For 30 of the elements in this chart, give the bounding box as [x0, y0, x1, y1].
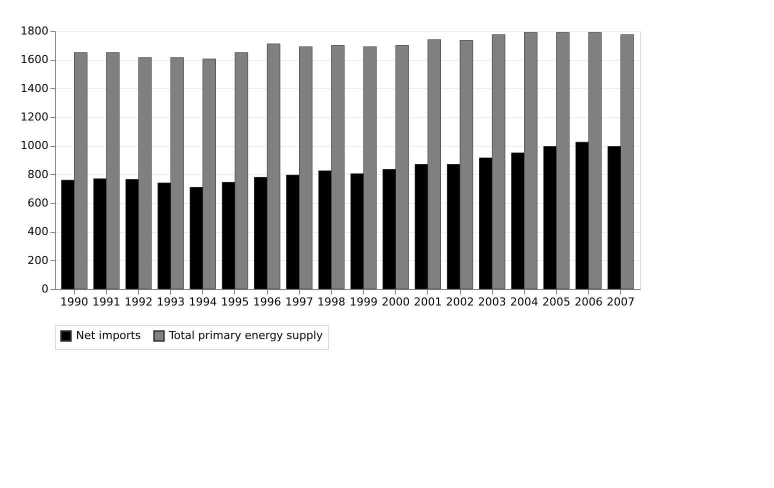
- y-tick-label: 400: [28, 225, 48, 238]
- y-tick-label: 1400: [20, 82, 48, 95]
- x-tick-label: 1990: [60, 296, 88, 308]
- x-tick-label: 2006: [574, 296, 603, 308]
- x-tick-label: 1999: [350, 296, 378, 308]
- x-tick-label: 2004: [510, 296, 538, 308]
- x-tick-label: 1993: [156, 296, 185, 308]
- x-tick-label: 1995: [221, 296, 249, 308]
- x-tick-label: 2003: [478, 296, 506, 308]
- y-tick-label: 1600: [20, 53, 48, 66]
- y-tick-label: 1200: [20, 110, 48, 124]
- y-tick-label: 200: [28, 254, 48, 267]
- x-tick-label: 2007: [606, 296, 635, 308]
- y-tick-label: 1800: [20, 24, 48, 38]
- y-tick-label: 0: [42, 282, 48, 296]
- x-tick-label: 1992: [124, 296, 153, 308]
- x-tick-label: 2001: [414, 296, 442, 308]
- x-tick-label: 1996: [253, 296, 282, 308]
- y-tick-label: 800: [28, 168, 48, 181]
- legend-label: Total primary energy supply: [168, 329, 324, 342]
- x-tick-label: 1994: [188, 296, 217, 308]
- x-tick-label: 2000: [382, 296, 410, 308]
- y-tick-label: 600: [28, 196, 48, 210]
- x-tick-label: 2005: [542, 296, 570, 308]
- y-tick-label: 1000: [20, 139, 48, 152]
- x-tick-label: 2002: [446, 296, 474, 308]
- x-tick-label: 1997: [285, 296, 314, 308]
- legend-label: Net imports: [76, 329, 142, 342]
- x-tick-label: 1991: [92, 296, 120, 308]
- x-tick-label: 1998: [317, 296, 346, 308]
